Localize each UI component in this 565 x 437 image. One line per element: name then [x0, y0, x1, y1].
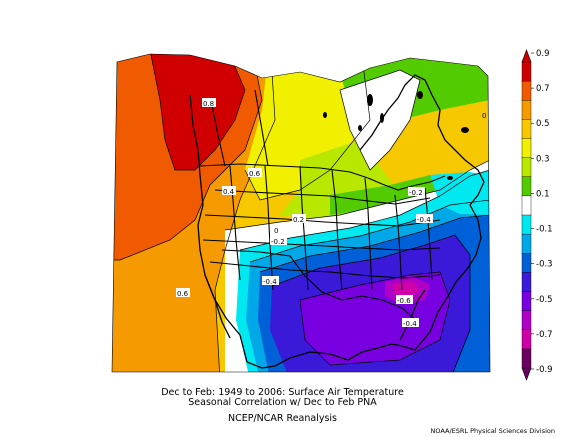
islands	[323, 91, 469, 180]
contour-label-text: 0.8	[203, 100, 214, 108]
caption-line-3: NCEP/NCAR Reanalysis	[227, 413, 337, 424]
colorbar-segment	[521, 119, 532, 139]
shaded-field	[112, 54, 490, 372]
colorbar-segment	[521, 214, 532, 235]
colorbar-label: 0.9	[536, 49, 550, 59]
caption-line-1: Dec to Feb: 1949 to 2006: Surface Air Te…	[161, 387, 404, 398]
contour-label-text: -0.4	[417, 216, 431, 224]
colorbar: 0.9 0.7 0.5 0.3 0.1 -0.1 -0.3 -0.5 -0.7 -0.9	[521, 49, 553, 381]
colorbar-label: -0.5	[536, 295, 553, 305]
colorbar-label: 0.7	[536, 84, 550, 94]
contour-label-text: 0	[482, 112, 486, 120]
colorbar-label: 0.3	[536, 154, 550, 164]
credit-text: NOAA/ESRL Physical Sciences Division	[430, 427, 555, 435]
colorbar-label: -0.1	[536, 225, 553, 235]
colorbar-segment	[521, 80, 532, 101]
colorbar-segment	[521, 195, 532, 216]
colorbar-label: -0.9	[536, 365, 553, 375]
contour-label-02: 0.2	[292, 214, 306, 224]
contour-label-text: -0.4	[403, 320, 417, 328]
contour-label-text: -0.2	[409, 189, 423, 197]
colorbar-arrow-bottom	[521, 367, 532, 381]
colorbar-segment	[521, 100, 532, 120]
colorbar-segment	[521, 310, 532, 331]
colorbar-segment	[521, 138, 532, 159]
contour-label-08: 0.8	[202, 98, 216, 108]
colorbar-label: 0.5	[536, 119, 550, 129]
contour-label-text: 0.6	[249, 170, 261, 178]
colorbar-arrow-top	[521, 49, 532, 63]
contour-label-text: -0.4	[263, 278, 277, 286]
contour-label-neg02-west: -0.2	[270, 236, 287, 246]
coastlines	[189, 74, 485, 369]
colorbar-segment	[521, 61, 532, 82]
contour-label-text: 0.4	[223, 188, 235, 196]
contour-label-text: 0	[274, 227, 278, 235]
contour-label-0: 0	[272, 225, 281, 235]
contour-label-06-south: 0.6	[176, 288, 190, 298]
colorbar-segment	[521, 291, 532, 312]
contour-label-text: 0.6	[177, 290, 189, 298]
political-boundaries	[199, 89, 446, 323]
caption-line-2: Seasonal Correlation w/ Dec to Feb PNA	[188, 397, 377, 408]
contour-label-04: 0.4	[222, 186, 236, 196]
contour-label-neg02-east: -0.2	[408, 187, 425, 197]
map-domain-border	[111, 53, 491, 373]
contour-label-text: -0.6	[397, 297, 411, 305]
contour-label-06: 0.6	[248, 168, 262, 178]
contour-label-text: -0.2	[271, 238, 285, 246]
colorbar-segment	[521, 329, 532, 350]
colorbar-segment	[521, 348, 532, 369]
colorbar-segment	[521, 233, 532, 254]
contour-label-text: 0.2	[293, 216, 304, 224]
contour-label-neg04-west: -0.4	[262, 276, 279, 286]
colorbar-segment	[521, 253, 532, 273]
colorbar-label: 0.1	[536, 189, 550, 199]
colorbar-label: -0.3	[536, 260, 553, 270]
colorbar-segment	[521, 176, 532, 197]
contour-label-neg06: -0.6	[396, 295, 413, 305]
contour-label-neg04-south: -0.4	[402, 318, 419, 328]
colorbar-label: -0.7	[536, 330, 553, 340]
contour-label-0-east: 0	[482, 112, 486, 120]
contour-label-neg04-east: -0.4	[416, 214, 433, 224]
colorbar-segment	[521, 157, 532, 178]
colorbar-segment	[521, 272, 532, 292]
